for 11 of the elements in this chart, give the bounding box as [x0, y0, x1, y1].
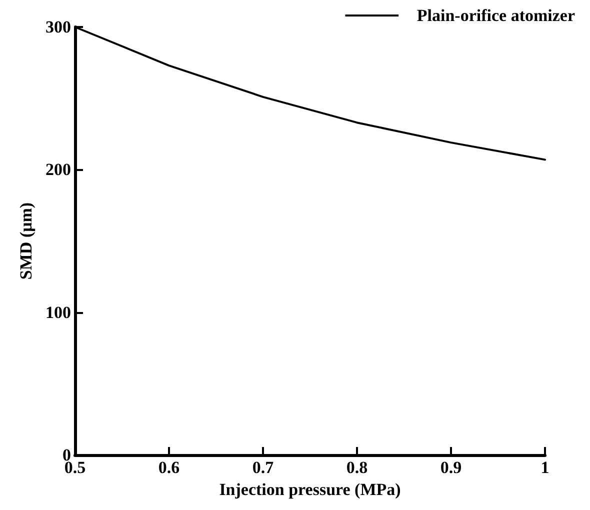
x-axis-title: Injection pressure (MPa) — [219, 480, 401, 499]
x-tick-label: 0.7 — [252, 458, 274, 477]
y-tick-label: 300 — [46, 18, 71, 36]
y-tick-label: 200 — [46, 160, 71, 180]
x-tick-label: 0.9 — [440, 458, 462, 477]
x-tick-label: 0.6 — [158, 458, 180, 477]
x-tick-label: 1 — [540, 458, 550, 477]
y-tick-label: 100 — [46, 302, 71, 322]
x-tick-label: 0.8 — [346, 458, 368, 477]
y-axis-title: SMD (μm) — [16, 202, 36, 280]
legend-label: Plain-orifice atomizer — [416, 6, 576, 25]
